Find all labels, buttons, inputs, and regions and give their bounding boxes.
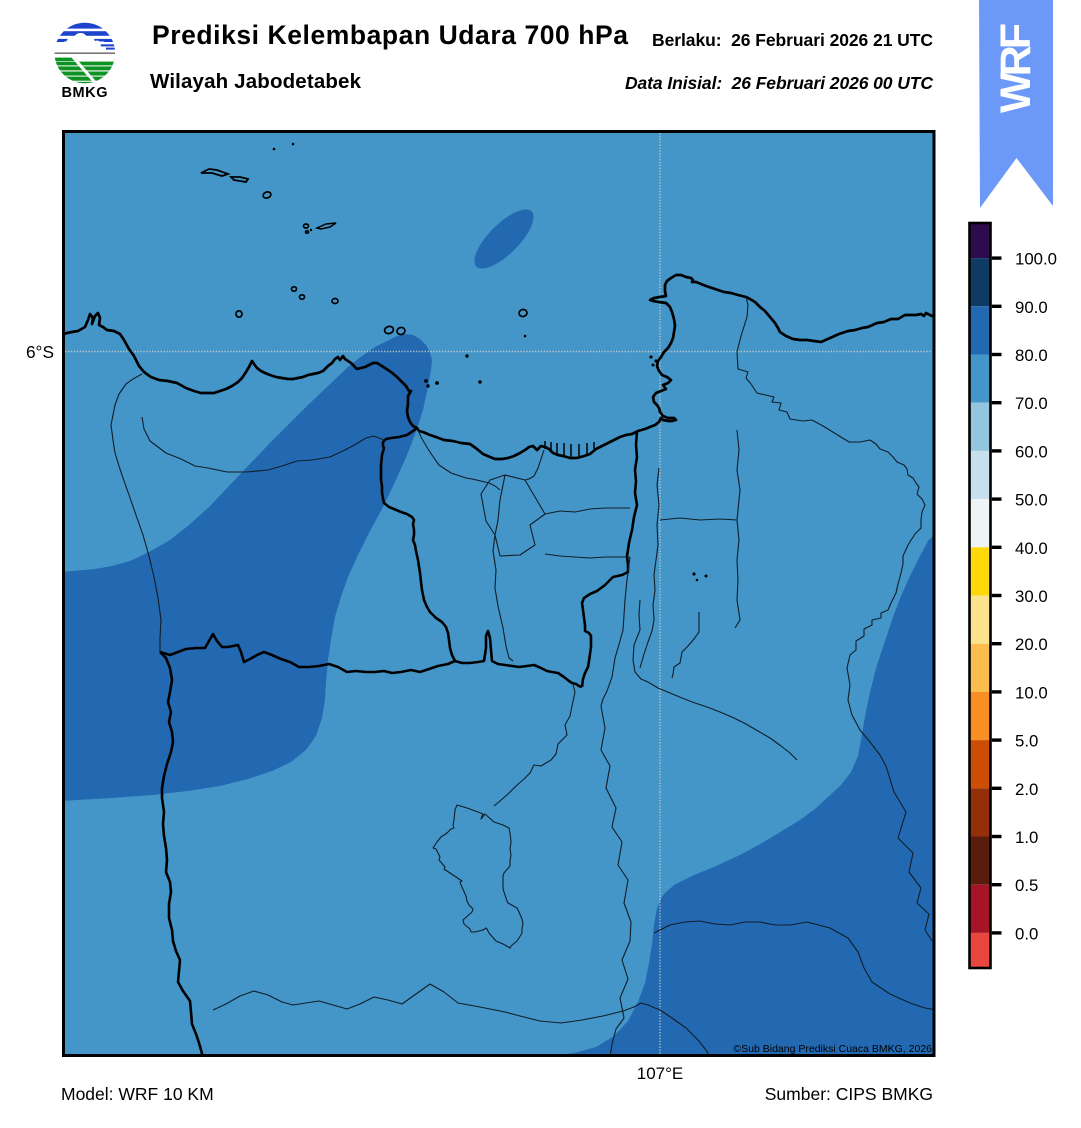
svg-text:Berlaku: 26 Februari 2026 21: Berlaku: 26 Februari 2026 21 UTC: [652, 30, 933, 50]
svg-text:40.0: 40.0: [1015, 539, 1048, 558]
svg-text:100.0: 100.0: [1015, 250, 1057, 269]
svg-text:0.0: 0.0: [1015, 924, 1038, 943]
svg-text:5.0: 5.0: [1015, 732, 1038, 751]
svg-text:Prediksi Kelembapan Udara 700: Prediksi Kelembapan Udara 700 hPa: [152, 20, 628, 50]
svg-text:BMKG: BMKG: [62, 85, 108, 101]
svg-text:2.0: 2.0: [1015, 780, 1038, 799]
svg-text:50.0: 50.0: [1015, 491, 1048, 510]
svg-text:70.0: 70.0: [1015, 394, 1048, 413]
svg-text:1.0: 1.0: [1015, 828, 1038, 847]
svg-text:30.0: 30.0: [1015, 587, 1048, 606]
svg-text:0.5: 0.5: [1015, 876, 1038, 895]
svg-text:20.0: 20.0: [1015, 635, 1048, 654]
svg-text:Wilayah Jabodetabek: Wilayah Jabodetabek: [150, 70, 362, 93]
svg-text:Model: WRF 10 KM: Model: WRF 10 KM: [61, 1084, 214, 1104]
svg-text:Sumber: CIPS BMKG: Sumber: CIPS BMKG: [765, 1084, 933, 1104]
svg-text:©Sub Bidang Prediksi Cuaca BMK: ©Sub Bidang Prediksi Cuaca BMKG, 2026: [733, 1043, 932, 1055]
svg-text:WRF: WRF: [992, 23, 1040, 113]
svg-text:Data Inisial: 26 Februari 202: Data Inisial: 26 Februari 2026 00 UTC: [625, 73, 933, 93]
svg-text:107°E: 107°E: [637, 1064, 684, 1083]
svg-text:80.0: 80.0: [1015, 346, 1048, 365]
svg-text:60.0: 60.0: [1015, 442, 1048, 461]
svg-text:6°S: 6°S: [26, 342, 54, 362]
svg-text:90.0: 90.0: [1015, 298, 1048, 317]
svg-text:10.0: 10.0: [1015, 683, 1048, 702]
